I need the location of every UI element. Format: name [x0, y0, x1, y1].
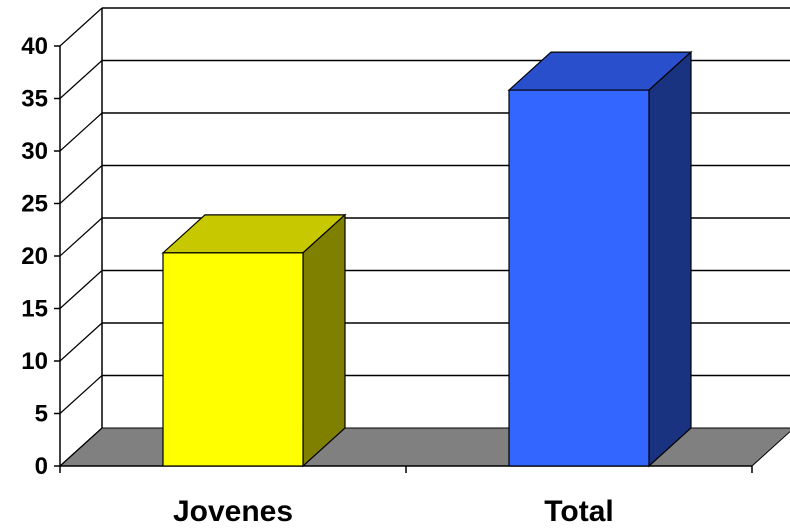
bar-side: [302, 213, 346, 468]
bar-jovenes: [161, 213, 347, 468]
wall-gridline: [59, 165, 103, 204]
y-tick-label: 35: [21, 86, 48, 113]
y-tick-label: 20: [21, 243, 48, 270]
wall-gridline: [59, 217, 103, 257]
y-tick-label: 40: [21, 33, 48, 60]
bar-side: [648, 50, 692, 468]
wall-gridline: [59, 112, 103, 152]
wall-gridline: [59, 427, 103, 467]
wall-gridline: [59, 7, 103, 47]
x-category-label: Total: [544, 495, 613, 528]
x-category-label: Jovenes: [173, 495, 293, 528]
wall-gridline: [59, 60, 103, 99]
y-tick-label: 15: [21, 296, 48, 323]
y-tick-label: 25: [21, 191, 48, 218]
bar-total: [507, 50, 693, 468]
wall-gridline: [59, 270, 103, 309]
wall-gridline: [59, 322, 103, 362]
y-tick-label: 0: [35, 453, 48, 480]
y-tick-label: 10: [21, 348, 48, 375]
wall-gridline: [59, 375, 103, 414]
y-tick-label: 30: [21, 138, 48, 165]
bar-front: [508, 89, 650, 467]
bar-front: [162, 252, 304, 467]
y-tick-label: 5: [35, 401, 48, 428]
